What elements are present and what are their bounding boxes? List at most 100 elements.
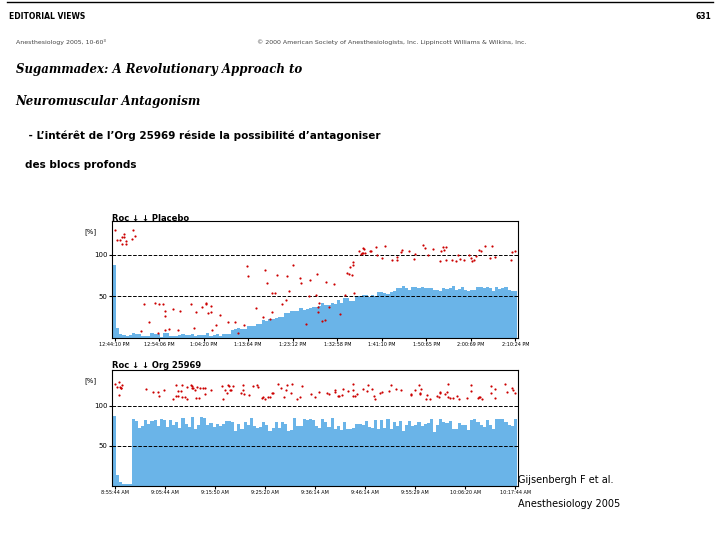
- Bar: [228, 334, 231, 338]
- Bar: [442, 422, 446, 486]
- Bar: [430, 419, 433, 486]
- Bar: [420, 287, 423, 338]
- Bar: [265, 425, 269, 486]
- Point: [113, 390, 125, 399]
- Text: Anesthesiology 2005, 10-60³: Anesthesiology 2005, 10-60³: [16, 39, 106, 45]
- Point: [484, 254, 495, 262]
- Bar: [113, 416, 116, 486]
- Point: [348, 288, 360, 297]
- Point: [248, 381, 259, 390]
- Point: [211, 321, 222, 329]
- Point: [368, 392, 379, 400]
- Point: [499, 379, 510, 388]
- Point: [286, 380, 297, 388]
- Point: [366, 385, 378, 394]
- Point: [175, 307, 186, 316]
- Point: [281, 380, 292, 389]
- Bar: [337, 426, 340, 486]
- Point: [346, 271, 358, 279]
- Point: [313, 299, 325, 308]
- Bar: [321, 420, 324, 486]
- Bar: [219, 426, 222, 486]
- Point: [239, 390, 251, 399]
- Point: [361, 387, 372, 396]
- Point: [485, 389, 497, 397]
- Bar: [200, 417, 203, 486]
- Point: [186, 383, 197, 392]
- Point: [441, 388, 453, 396]
- Bar: [129, 484, 132, 486]
- Point: [365, 246, 377, 255]
- Bar: [231, 422, 234, 486]
- Point: [186, 300, 197, 308]
- Bar: [274, 422, 278, 486]
- Point: [176, 392, 188, 401]
- Bar: [467, 430, 470, 486]
- Bar: [446, 289, 449, 338]
- Point: [149, 299, 161, 307]
- Bar: [415, 425, 418, 486]
- Point: [201, 299, 212, 308]
- Point: [207, 326, 218, 334]
- Point: [227, 382, 238, 390]
- Point: [359, 248, 371, 257]
- Point: [205, 386, 217, 395]
- Bar: [212, 335, 215, 338]
- Bar: [420, 426, 423, 486]
- Point: [342, 268, 354, 277]
- Point: [465, 386, 477, 395]
- Bar: [330, 418, 333, 486]
- Point: [442, 380, 454, 388]
- Point: [313, 388, 325, 396]
- Bar: [495, 287, 498, 338]
- Bar: [144, 420, 148, 486]
- Bar: [256, 428, 259, 486]
- Point: [266, 308, 277, 316]
- Bar: [439, 418, 442, 486]
- Bar: [415, 287, 418, 338]
- Point: [222, 318, 233, 326]
- Bar: [321, 303, 324, 338]
- Bar: [439, 291, 442, 338]
- Bar: [215, 424, 219, 486]
- Bar: [250, 418, 253, 486]
- Point: [225, 386, 237, 395]
- Point: [167, 395, 179, 403]
- Point: [259, 395, 271, 403]
- Bar: [181, 334, 184, 338]
- Text: - L’intérêt de l’Org 25969 réside la possibilité d’antagoniser: - L’intérêt de l’Org 25969 réside la pos…: [25, 130, 380, 141]
- Point: [281, 386, 292, 395]
- Point: [317, 317, 328, 326]
- Bar: [234, 329, 238, 338]
- Point: [415, 385, 427, 394]
- Bar: [449, 288, 451, 338]
- Bar: [125, 336, 129, 338]
- Bar: [455, 290, 458, 338]
- Bar: [328, 427, 330, 486]
- Bar: [203, 417, 207, 486]
- Bar: [219, 336, 222, 338]
- Bar: [184, 424, 188, 486]
- Bar: [247, 326, 250, 338]
- Point: [143, 318, 155, 326]
- Bar: [451, 429, 455, 486]
- Point: [434, 388, 446, 396]
- Point: [191, 383, 202, 391]
- Bar: [207, 333, 210, 338]
- Point: [243, 391, 255, 400]
- Bar: [197, 335, 200, 338]
- Bar: [514, 291, 517, 338]
- Point: [390, 385, 402, 394]
- Bar: [132, 333, 135, 338]
- Bar: [122, 335, 125, 338]
- Point: [179, 393, 191, 401]
- Bar: [402, 286, 405, 338]
- Bar: [238, 328, 240, 338]
- Bar: [293, 310, 297, 338]
- Bar: [247, 425, 250, 486]
- Point: [138, 300, 150, 308]
- Point: [271, 271, 282, 280]
- Bar: [312, 420, 315, 486]
- Bar: [333, 429, 337, 486]
- Bar: [436, 426, 439, 486]
